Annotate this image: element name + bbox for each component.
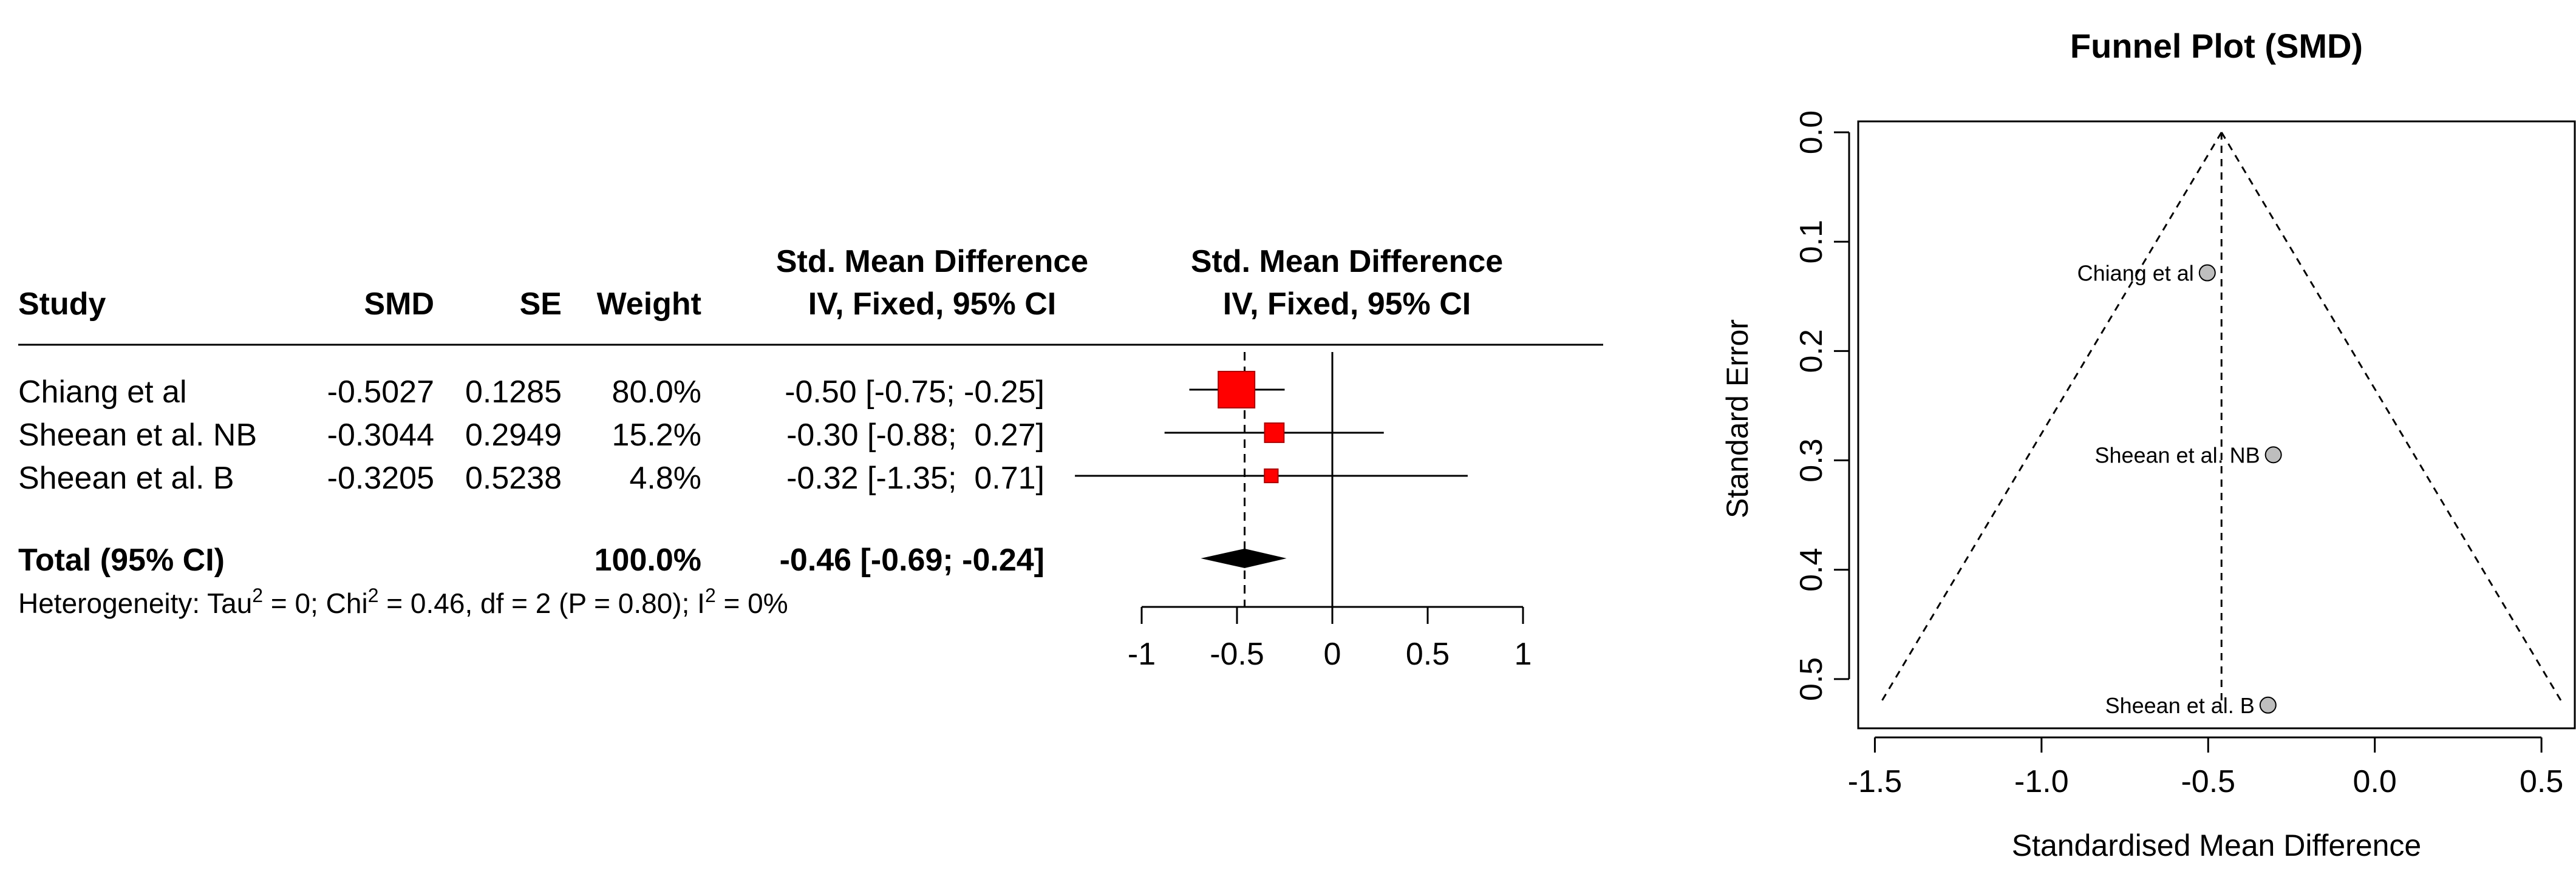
study-ci: -0.50 [-0.75; -0.25]: [785, 374, 1044, 410]
funnel-title: Funnel Plot (SMD): [2070, 27, 2363, 65]
total-row: Total (95% CI) 100.0% -0.46 [-0.69; -0.2…: [18, 543, 1044, 578]
funnel-x-tick-label: -1.5: [1848, 764, 1903, 799]
total-ci: -0.46 [-0.69; -0.24]: [780, 543, 1044, 578]
study-name: Sheean et al. B: [18, 461, 234, 496]
funnel-ylabel: Standard Error: [1720, 319, 1754, 518]
forest-plot: Study SMD SE Weight Std. Mean Difference…: [18, 244, 1603, 672]
header-se: SE: [520, 286, 562, 322]
total-label: Total (95% CI): [18, 543, 225, 578]
study-name: Sheean et al. NB: [18, 418, 257, 453]
study-se: 0.1285: [465, 374, 562, 410]
study-name: Chiang et al: [18, 374, 187, 410]
x-tick-label: 0: [1324, 637, 1341, 672]
study-weight: 80.0%: [612, 374, 701, 410]
header-ci-line1: Std. Mean Difference: [776, 244, 1088, 279]
x-tick-label: -1: [1128, 637, 1156, 672]
study-se: 0.5238: [465, 461, 562, 496]
study-row: Chiang et al -0.5027 0.1285 80.0% -0.50 …: [18, 374, 1044, 410]
header-smd: SMD: [364, 286, 434, 322]
funnel-y-tick-label: 0.1: [1794, 220, 1829, 263]
study-weight: 4.8%: [629, 461, 701, 496]
funnel-y-tick-label: 0.5: [1794, 657, 1829, 701]
funnel-plot: Funnel Plot (SMD) Standardised Mean Diff…: [1720, 27, 2576, 862]
funnel-xlabel: Standardised Mean Difference: [2012, 828, 2422, 862]
study-row: Sheean et al. B -0.3205 0.5238 4.8% -0.3…: [18, 461, 1044, 496]
funnel-x-tick-label: 0.0: [2353, 764, 2397, 799]
funnel-y-tick-label: 0.0: [1794, 110, 1829, 154]
study-smd: -0.5027: [327, 374, 434, 410]
study-smd: -0.3044: [327, 418, 434, 453]
study-ci: -0.32 [-1.35; 0.71]: [786, 461, 1044, 496]
funnel-x-tick-label: -1.0: [2014, 764, 2069, 799]
funnel-y-tick-label: 0.2: [1794, 329, 1829, 373]
study-box: [1218, 371, 1256, 408]
funnel-point: [2198, 264, 2216, 282]
funnel-plot-panel: Chiang et al Sheean et al. NB Sheean et al…: [1794, 110, 2564, 799]
header-plot-line1: Std. Mean Difference: [1191, 244, 1503, 279]
funnel-point-label: Sheean et al. NB: [2094, 442, 2260, 467]
funnel-point: [2259, 696, 2277, 714]
funnel-plot-box: [1857, 120, 2576, 730]
pooled-diamond: [1201, 549, 1287, 568]
study-box: [1264, 468, 1279, 484]
funnel-left-bound: [1878, 132, 2223, 706]
header-weight: Weight: [597, 286, 701, 322]
total-weight: 100.0%: [595, 543, 701, 578]
x-tick-label: 1: [1515, 637, 1532, 672]
funnel-point-label: Sheean et al. B: [2105, 693, 2255, 718]
forest-plot-panel: -1 -0.5 0 0.5 1: [1075, 352, 1532, 672]
funnel-point-label: Chiang et al: [2077, 261, 2194, 286]
funnel-right-bound: [2220, 132, 2564, 706]
x-tick-label: -0.5: [1210, 637, 1264, 672]
study-row: Sheean et al. NB -0.3044 0.2949 15.2% -0…: [18, 418, 1044, 453]
funnel-y-tick-label: 0.4: [1794, 548, 1829, 592]
header-study: Study: [18, 286, 106, 322]
funnel-x-tick-label: 0.5: [2520, 764, 2563, 799]
header-plot-line2: IV, Fixed, 95% CI: [1223, 286, 1471, 322]
study-se: 0.2949: [465, 418, 562, 453]
funnel-y-tick-label: 0.3: [1794, 438, 1829, 482]
study-ci: -0.30 [-0.88; 0.27]: [786, 418, 1044, 453]
study-smd: -0.3205: [327, 461, 434, 496]
funnel-x-tick-label: -0.5: [2181, 764, 2235, 799]
study-weight: 15.2%: [612, 418, 701, 453]
study-box: [1264, 422, 1285, 443]
heterogeneity-text: Heterogeneity: Tau2 = 0; Chi2 = 0.46, df…: [18, 584, 788, 619]
funnel-point: [2264, 446, 2282, 464]
header-ci-line2: IV, Fixed, 95% CI: [808, 286, 1056, 322]
x-tick-label: 0.5: [1406, 637, 1450, 672]
